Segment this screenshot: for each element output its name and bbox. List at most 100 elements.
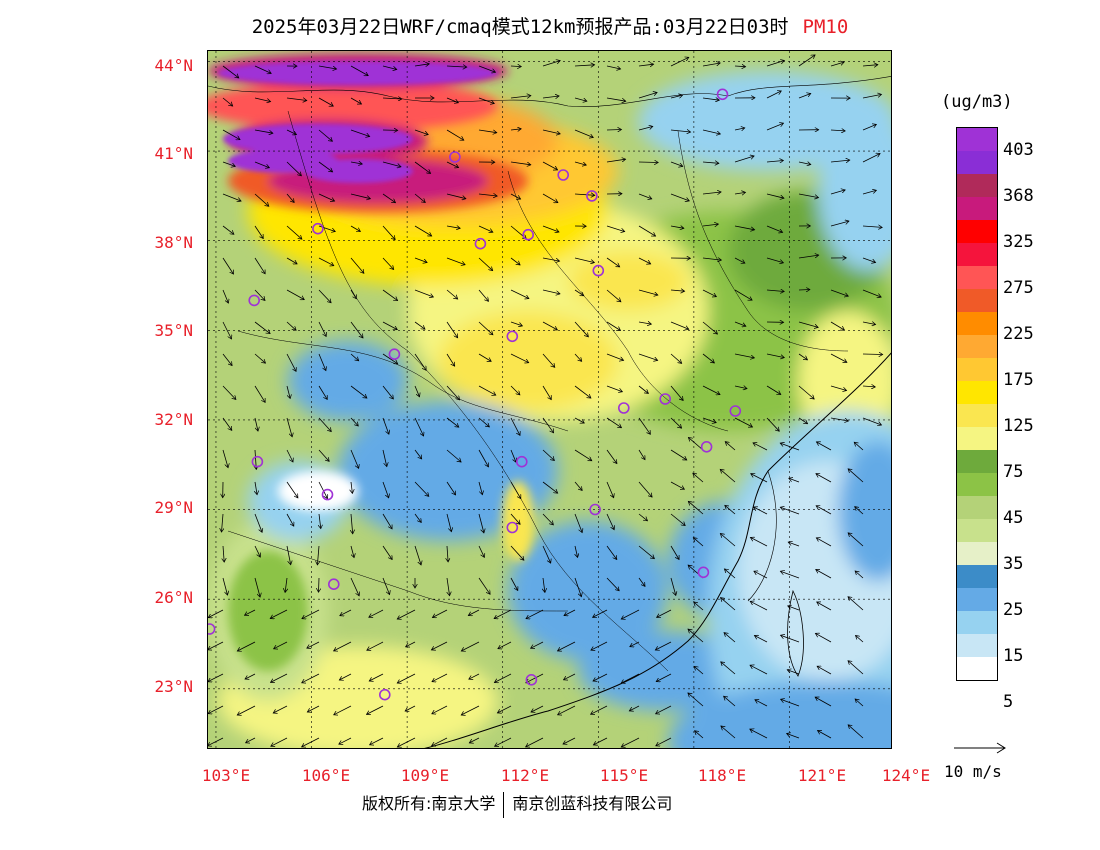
wind-arrow bbox=[446, 321, 458, 338]
wind-arrow bbox=[848, 725, 864, 739]
wind-arrow bbox=[798, 417, 808, 424]
wind-arrow bbox=[350, 353, 359, 361]
station-marker bbox=[586, 190, 598, 202]
wind-arrow bbox=[446, 193, 466, 199]
wind-arrow bbox=[531, 641, 544, 648]
wind-arrow bbox=[431, 641, 448, 650]
wind-arrow bbox=[606, 417, 622, 428]
wind-arrow bbox=[446, 513, 451, 532]
wind-arrow bbox=[606, 159, 626, 163]
wind-arrow bbox=[593, 609, 608, 617]
wind-arrow bbox=[286, 193, 294, 203]
wind-arrow bbox=[574, 65, 595, 66]
wind-arrow bbox=[286, 449, 293, 462]
colorbar-segment bbox=[957, 335, 997, 358]
wind-arrow bbox=[817, 602, 832, 611]
wind-arrow bbox=[478, 225, 493, 232]
wind-arrow bbox=[574, 417, 584, 423]
wind-arrow bbox=[621, 673, 640, 683]
wind-arrow bbox=[350, 577, 359, 596]
lat-label-32: 32°N bbox=[154, 410, 193, 429]
pollutant-label: PM10 bbox=[802, 16, 849, 38]
wind-arrow bbox=[688, 437, 704, 451]
wind-arrow bbox=[830, 417, 848, 421]
wind-arrow bbox=[478, 65, 496, 72]
wind-arrow bbox=[286, 97, 307, 101]
wind-arrow bbox=[246, 737, 256, 743]
colorbar-label: 125 bbox=[1003, 416, 1034, 436]
wind-arrow bbox=[574, 513, 582, 533]
wind-arrow bbox=[510, 577, 518, 591]
wind-arrow bbox=[319, 577, 320, 592]
wind-arrow bbox=[510, 481, 521, 499]
wind-arrow bbox=[318, 417, 331, 432]
wind-arrow bbox=[862, 322, 876, 325]
wind-arrow bbox=[286, 513, 294, 526]
wind-arrow bbox=[816, 442, 832, 451]
lon-label-124: 124°E bbox=[881, 766, 931, 785]
wind-arrow bbox=[382, 385, 393, 399]
wind-arrow bbox=[830, 130, 845, 131]
wind-arrow bbox=[670, 193, 689, 201]
wind-arrow bbox=[750, 665, 768, 675]
wind-arrow bbox=[862, 226, 882, 227]
wind-arrow bbox=[606, 545, 617, 560]
wind-arrow bbox=[855, 507, 864, 515]
station-marker bbox=[474, 237, 487, 250]
wind-arrow bbox=[510, 513, 520, 524]
wind-arrow bbox=[222, 289, 228, 303]
wind-arrow bbox=[510, 161, 531, 165]
copyright-text: 版权所有:南京大学 bbox=[362, 794, 496, 813]
wind-arrow bbox=[414, 385, 420, 397]
wind-arrow bbox=[830, 62, 844, 67]
wind-arrow bbox=[670, 577, 676, 595]
wind-arrow bbox=[478, 289, 489, 301]
wind-arrow bbox=[670, 130, 691, 132]
wind-arrow bbox=[606, 353, 624, 360]
wind-arrow bbox=[798, 385, 814, 399]
wind-arrow bbox=[724, 569, 736, 579]
wind-arrow bbox=[222, 321, 232, 339]
colorbar-segment bbox=[957, 496, 997, 519]
wind-arrow bbox=[414, 353, 426, 370]
lat-label-44: 44°N bbox=[154, 56, 193, 75]
wind-arrow bbox=[446, 161, 459, 168]
wind-arrow bbox=[307, 641, 320, 648]
wind-arrow bbox=[397, 737, 416, 747]
wind-arrow bbox=[702, 129, 720, 134]
wind-arrow bbox=[754, 636, 768, 643]
wind-arrow bbox=[382, 353, 398, 364]
wind-arrow bbox=[862, 257, 876, 263]
wind-arrow bbox=[286, 129, 297, 135]
wind-arrow bbox=[670, 353, 682, 363]
lon-label-121: 121°E bbox=[797, 766, 847, 785]
wind-arrow bbox=[830, 160, 850, 162]
lat-label-35: 35°N bbox=[154, 321, 193, 340]
wind-arrow bbox=[670, 95, 683, 98]
wind-arrow bbox=[478, 129, 497, 133]
station-marker bbox=[312, 222, 324, 235]
wind-arrow bbox=[670, 513, 685, 526]
wind-arrow bbox=[542, 417, 554, 433]
wind-arrow bbox=[848, 533, 864, 547]
wind-arrow bbox=[498, 641, 512, 649]
wind-arrow bbox=[606, 577, 619, 591]
colorbar-unit: (ug/m3) bbox=[941, 92, 1013, 112]
wind-arrow bbox=[724, 696, 736, 707]
wind-arrow bbox=[494, 673, 512, 683]
wind-arrow bbox=[382, 513, 392, 529]
lon-label-103: 103°E bbox=[201, 766, 251, 785]
wind-arrow bbox=[350, 193, 370, 199]
wind-arrow bbox=[638, 225, 656, 236]
wind-arrow bbox=[766, 257, 783, 263]
wind-arrow bbox=[271, 673, 288, 682]
wind-arrow bbox=[670, 290, 685, 291]
wind-arrow bbox=[854, 442, 864, 451]
wind-arrow bbox=[670, 417, 682, 428]
wind-arrow bbox=[526, 609, 544, 619]
lat-label-41: 41°N bbox=[154, 144, 193, 163]
national-border bbox=[208, 76, 891, 107]
wind-arrow bbox=[695, 731, 704, 739]
wind-arrow bbox=[350, 65, 368, 76]
wind-arrow bbox=[815, 697, 832, 707]
